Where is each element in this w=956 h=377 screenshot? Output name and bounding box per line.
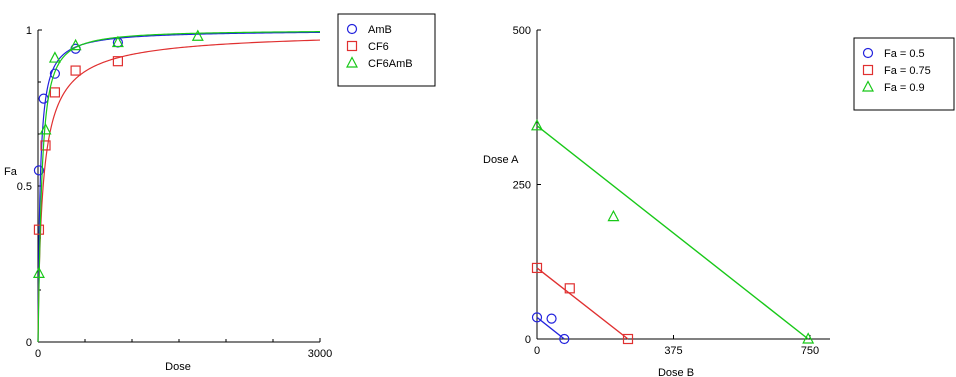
data-point [40,140,51,151]
data-point [70,65,81,76]
legend-label: Fa = 0.75 [884,65,931,77]
y-tick-label: 0 [525,334,531,346]
data-point [69,38,82,51]
legend-label: CF6 [368,41,389,53]
y-tick-label: 0 [26,337,32,349]
data-point [49,87,61,98]
isobole-line-1 [536,267,629,340]
data-point [191,29,204,41]
y-axis-title: Fa [4,166,18,178]
fit-curve-2 [37,31,321,343]
x-tick-label: 375 [664,345,682,357]
data-point [531,119,543,131]
y-tick-label: 1 [26,25,32,37]
y-tick-label: 0.5 [17,181,32,193]
x-tick-label: 0 [534,345,540,357]
x-axis-title: Dose [165,361,191,373]
data-point [559,333,570,345]
legend-label: CF6AmB [368,58,413,70]
data-point [546,313,557,324]
data-point [112,56,124,67]
legend-marker [346,23,358,35]
data-point [33,165,45,176]
isobologram-chart: 0 375 750 0 250 500 Dose B Dose A Fa = 0.5 Fa = 0… [483,25,955,377]
legend-marker [862,64,874,76]
data-point [33,224,45,235]
dose-effect-chart: 0 3000 0 0.5 1 Dose Fa AmB CF6 CF6AmB [4,13,436,373]
legend-marker [862,80,874,92]
fit-curve-1 [37,39,321,342]
legend-marker [862,47,874,59]
y-tick-label: 250 [513,180,531,192]
x-tick-label: 0 [35,348,41,360]
legend-marker [346,40,358,52]
data-point [39,123,52,135]
data-point [531,312,543,323]
x-tick-label: 3000 [308,348,332,360]
y-axis-title: Dose A [483,154,519,166]
x-axis-title: Dose B [658,367,694,377]
isobole-line-0 [536,316,565,340]
legend-label: Fa = 0.5 [884,48,925,60]
data-point [622,333,634,345]
data-point [564,283,575,294]
data-point [531,262,543,274]
data-point [607,209,620,222]
data-point [49,68,61,79]
legend-label: AmB [368,24,392,36]
data-point [48,51,61,63]
data-point [32,266,45,278]
data-point [111,35,124,48]
data-point [802,332,815,344]
data-point [38,93,49,104]
isobole-line-2 [536,125,809,340]
x-tick-label: 750 [801,345,819,357]
legend-marker [346,56,358,68]
y-tick-label: 500 [513,25,531,37]
legend-label: Fa = 0.9 [884,82,925,94]
fit-curve-0 [37,31,321,342]
